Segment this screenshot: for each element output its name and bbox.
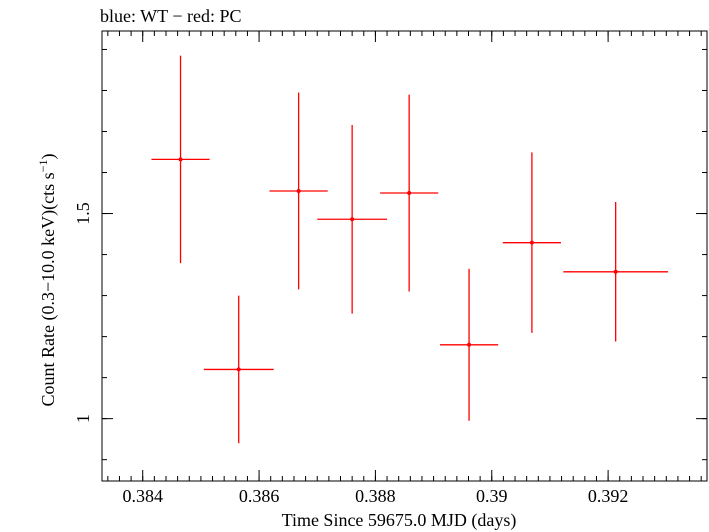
axis-ticks bbox=[102, 31, 707, 481]
data-marker bbox=[296, 188, 301, 193]
data-marker bbox=[529, 240, 534, 245]
x-axis-label: Time Since 59675.0 MJD (days) bbox=[282, 510, 517, 531]
plot-frame bbox=[101, 30, 708, 482]
x-tick-label: 0.392 bbox=[588, 486, 629, 506]
data-series-pc bbox=[151, 55, 669, 444]
y-tick-label: 1 bbox=[73, 414, 93, 423]
data-point bbox=[151, 55, 210, 264]
y-tick-labels: 11.5 bbox=[73, 202, 93, 423]
data-point bbox=[439, 268, 499, 421]
y-axis-label-exponent: −1 bbox=[36, 160, 50, 173]
data-point bbox=[563, 202, 669, 342]
data-marker bbox=[350, 217, 355, 222]
x-tick-labels: 0.384 0.386 0.388 0.39 0.392 bbox=[122, 486, 628, 506]
y-axis-label-close: ) bbox=[38, 154, 59, 160]
data-point bbox=[317, 124, 388, 314]
x-tick-label: 0.386 bbox=[239, 486, 280, 506]
x-tick-label: 0.388 bbox=[355, 486, 396, 506]
y-axis-label-main: Count Rate (0.3−10.0 keV)(cts s bbox=[38, 172, 59, 406]
data-point bbox=[380, 94, 439, 292]
data-marker bbox=[407, 191, 412, 196]
data-marker bbox=[613, 269, 618, 274]
data-point bbox=[502, 152, 561, 333]
data-marker bbox=[178, 157, 183, 162]
data-marker bbox=[236, 367, 241, 372]
x-tick-label: 0.384 bbox=[122, 486, 163, 506]
data-marker bbox=[467, 342, 472, 347]
y-tick-label: 1.5 bbox=[73, 202, 93, 225]
chart-title: blue: WT − red: PC bbox=[100, 6, 241, 26]
data-point bbox=[269, 92, 328, 290]
data-point bbox=[203, 295, 274, 444]
y-axis-label: Count Rate (0.3−10.0 keV)(cts s−1) bbox=[36, 154, 59, 407]
x-tick-label: 0.39 bbox=[476, 486, 508, 506]
